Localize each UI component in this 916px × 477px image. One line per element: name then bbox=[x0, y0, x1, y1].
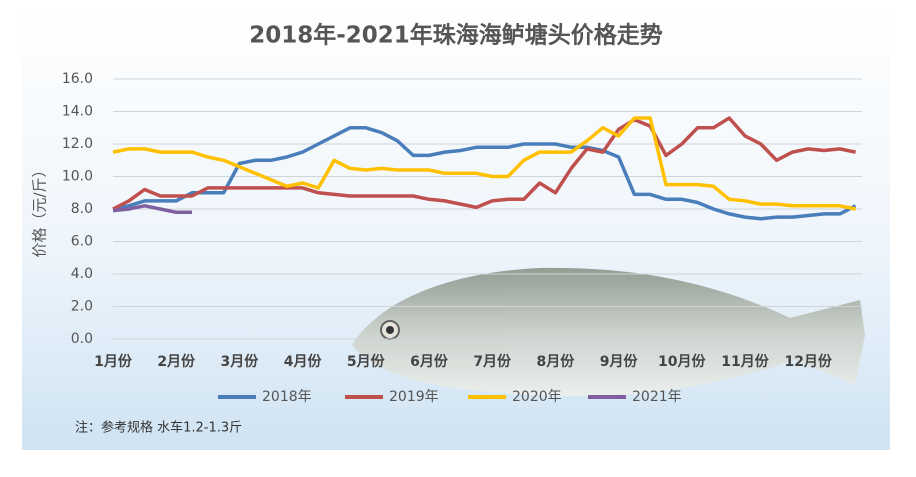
x-tick-label: 4月份 bbox=[284, 353, 323, 370]
series-line bbox=[112, 126, 857, 221]
x-tick-label: 9月份 bbox=[600, 353, 639, 370]
y-tick-label: 16.0 bbox=[62, 71, 93, 87]
legend-label: 2019年 bbox=[389, 389, 439, 405]
x-tick-label: 11月份 bbox=[721, 353, 769, 370]
y-tick-label: 6.0 bbox=[71, 234, 93, 250]
x-tick-label: 12月份 bbox=[784, 353, 832, 370]
y-tick-label: 4.0 bbox=[71, 266, 93, 282]
y-tick-label: 12.0 bbox=[62, 136, 93, 152]
fish-picture bbox=[352, 267, 865, 396]
y-axis-label: 价格（元/斤） bbox=[31, 162, 49, 257]
y-tick-label: 10.0 bbox=[62, 169, 93, 185]
x-tick-label: 8月份 bbox=[537, 353, 576, 370]
series-line bbox=[112, 116, 856, 211]
x-tick-label: 7月份 bbox=[473, 353, 512, 370]
y-tick-label: 2.0 bbox=[71, 299, 93, 315]
y-tick-label: 0.0 bbox=[71, 331, 93, 347]
series-line bbox=[112, 116, 856, 211]
chart-title: 2018年-2021年珠海海鲈塘头价格走势 bbox=[249, 22, 663, 49]
x-tick-label: 5月份 bbox=[347, 353, 386, 370]
x-tick-label: 10月份 bbox=[658, 353, 706, 370]
note: 注：参考规格 水车1.2-1.3斤 bbox=[75, 420, 242, 436]
x-tick-label: 2月份 bbox=[157, 353, 196, 370]
y-tick-label: 14.0 bbox=[62, 104, 93, 120]
y-tick-label: 8.0 bbox=[71, 201, 93, 217]
legend-label: 2020年 bbox=[512, 389, 562, 405]
x-tick-label: 3月份 bbox=[221, 353, 260, 370]
legend-label: 2018年 bbox=[262, 389, 312, 405]
series-line bbox=[112, 204, 192, 215]
x-tick-label: 1月份 bbox=[94, 353, 133, 370]
legend-label: 2021年 bbox=[632, 389, 682, 405]
x-tick-label: 6月份 bbox=[410, 353, 449, 370]
